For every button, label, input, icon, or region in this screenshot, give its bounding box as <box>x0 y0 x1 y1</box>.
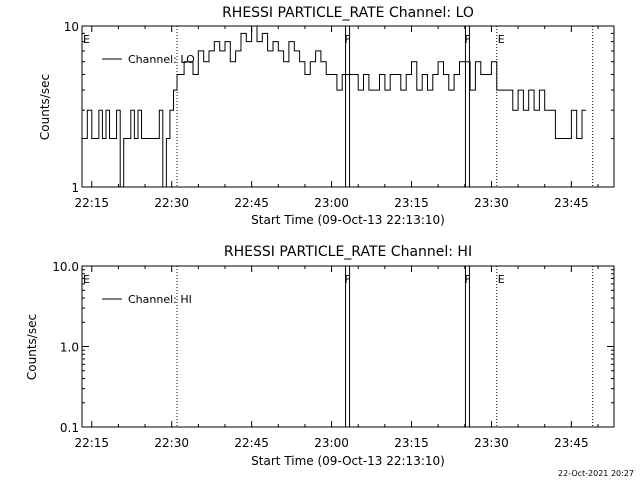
x-tick-label: 23:45 <box>554 436 589 450</box>
y-tick-label: 10.0 <box>52 260 79 274</box>
legend-label: Channel: HI <box>128 293 192 306</box>
y-axis-label: Counts/sec <box>25 314 39 380</box>
x-tick-label: 23:30 <box>474 196 509 210</box>
x-tick-label: 22:15 <box>74 436 109 450</box>
flag-marker-label: F <box>464 33 470 46</box>
y-tick-label: 1.0 <box>60 341 79 355</box>
chart-title: RHESSI PARTICLE_RATE Channel: HI <box>224 244 472 260</box>
flag-marker-label: E <box>83 33 90 46</box>
panel-lo: RHESSI PARTICLE_RATE Channel: LO Start T… <box>38 5 615 227</box>
flag-marker-label: E <box>498 273 505 286</box>
x-tick-label: 23:15 <box>394 196 429 210</box>
flag-marker-label: F <box>464 273 470 286</box>
x-tick-label: 23:15 <box>394 436 429 450</box>
x-tick-label: 22:30 <box>154 436 189 450</box>
y-tick-label: 10 <box>64 20 79 34</box>
flag-marker-label: F <box>345 273 351 286</box>
timestamp-footer: 22-Oct-2021 20:27 <box>558 469 634 478</box>
plot-frame <box>81 265 615 428</box>
flag-marker-label: E <box>83 273 90 286</box>
y-axis-label: Counts/sec <box>38 74 52 140</box>
series-line <box>82 25 586 188</box>
x-tick-label: 22:45 <box>234 196 269 210</box>
x-tick-label: 23:00 <box>314 436 349 450</box>
x-tick-label: 23:30 <box>474 436 509 450</box>
x-tick-label: 23:00 <box>314 196 349 210</box>
legend-label: Channel: LO <box>128 53 195 66</box>
x-axis-label: Start Time (09-Oct-13 22:13:10) <box>251 454 445 468</box>
x-tick-label: 23:45 <box>554 196 589 210</box>
flag-marker-label: F <box>345 33 351 46</box>
y-tick-label: 0.1 <box>60 421 79 435</box>
plot-frame <box>81 25 615 188</box>
y-tick-label: 1 <box>71 181 79 195</box>
x-tick-label: 22:45 <box>234 436 269 450</box>
x-tick-label: 22:15 <box>74 196 109 210</box>
x-tick-label: 22:30 <box>154 196 189 210</box>
flag-marker-label: E <box>498 33 505 46</box>
chart-title: RHESSI PARTICLE_RATE Channel: LO <box>222 5 474 21</box>
panel-hi: RHESSI PARTICLE_RATE Channel: HI Start T… <box>25 244 615 468</box>
x-axis-label: Start Time (09-Oct-13 22:13:10) <box>251 213 445 227</box>
